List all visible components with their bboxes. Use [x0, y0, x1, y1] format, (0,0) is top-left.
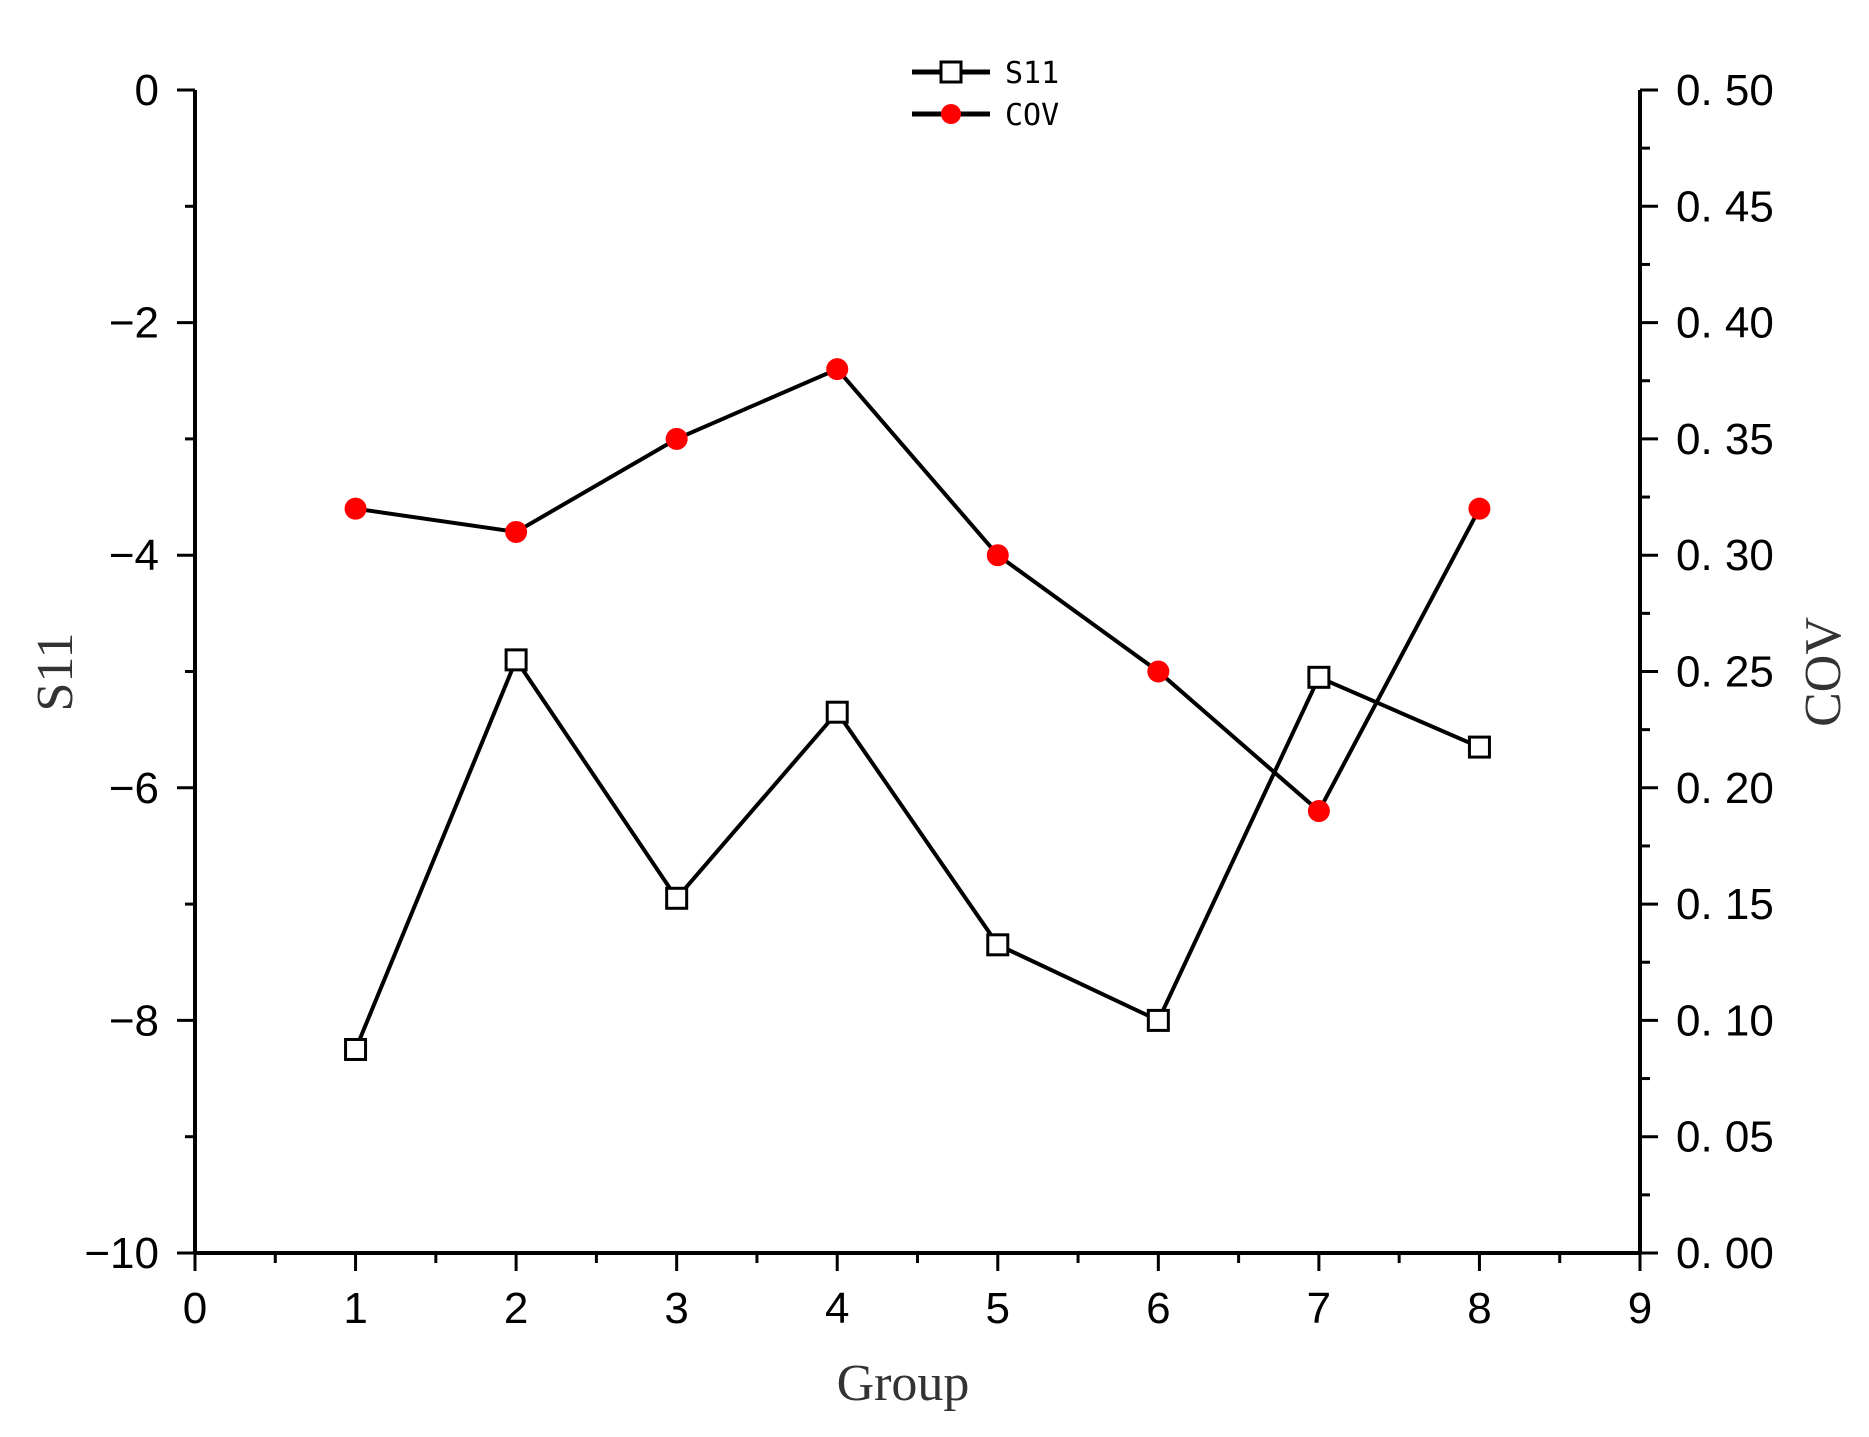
ticks: 0 1 2 3 4 5 6 7 8 9 0 −2 −4 −6 −8 −10 0. 50 0. 45 0. 40 0. …	[84, 66, 1774, 1333]
data-point-s11	[1307, 665, 1331, 689]
y2-axis-title: COV	[1795, 617, 1852, 727]
x-tick-label: 1	[343, 1284, 367, 1333]
y-tick-label: −2	[109, 299, 159, 348]
x-tick-label: 5	[986, 1284, 1010, 1333]
data-point-s11	[825, 700, 849, 724]
y2-tick-label: 0. 20	[1676, 764, 1774, 813]
x-tick-label: 3	[664, 1284, 688, 1333]
data-point-cov	[1468, 497, 1491, 520]
data-point-cov	[1307, 800, 1330, 823]
y2-tick-label: 0. 15	[1676, 880, 1774, 929]
x-tick-label: 6	[1146, 1284, 1170, 1333]
data-point-s11	[504, 648, 528, 672]
legend-marker-cov	[941, 104, 961, 124]
legend-label-cov: COV	[1005, 98, 1059, 133]
x-axis-title: Group	[837, 1355, 970, 1412]
y-tick-label: −6	[109, 764, 159, 813]
data-point-s11	[344, 1037, 368, 1061]
series-line-cov	[355, 366, 1482, 815]
y2-tick-label: 0. 10	[1676, 996, 1774, 1045]
x-tick-label: 7	[1307, 1284, 1331, 1333]
y2-tick-label: 0. 30	[1676, 531, 1774, 580]
y-tick-label: −10	[84, 1229, 159, 1278]
data-point-cov	[826, 358, 849, 381]
x-tick-label: 4	[825, 1284, 849, 1333]
data-point-cov	[505, 520, 528, 543]
y2-tick-label: 0. 00	[1676, 1229, 1774, 1278]
x-tick-label: 8	[1467, 1284, 1491, 1333]
series	[344, 358, 1491, 1061]
legend-item-cov: COV	[912, 98, 1059, 133]
y2-tick-label: 0. 40	[1676, 299, 1774, 348]
x-tick-label: 2	[504, 1284, 528, 1333]
legend-item-s11: S11	[912, 56, 1059, 91]
y-axis-title: S11	[27, 633, 84, 712]
y2-tick-label: 0. 25	[1676, 648, 1774, 697]
y2-tick-label: 0. 50	[1676, 66, 1774, 115]
axes	[193, 90, 1642, 1255]
y-tick-label: 0	[135, 66, 159, 115]
data-point-s11	[1146, 1008, 1170, 1032]
y2-tick-label: 0. 05	[1676, 1113, 1774, 1162]
x-tick-label: 0	[183, 1284, 207, 1333]
legend-marker-s11	[939, 60, 963, 84]
data-point-cov	[665, 427, 688, 450]
series-line-s11	[353, 655, 1481, 1051]
data-point-s11	[665, 886, 689, 910]
y2-tick-label: 0. 35	[1676, 415, 1774, 464]
y2-tick-label: 0. 45	[1676, 182, 1774, 231]
data-point-cov	[344, 497, 367, 520]
data-point-s11	[1467, 735, 1491, 759]
data-point-s11	[986, 933, 1010, 957]
y-tick-label: −4	[109, 531, 159, 580]
x-tick-label: 9	[1628, 1284, 1652, 1333]
y-tick-label: −8	[109, 996, 159, 1045]
data-point-cov	[986, 544, 1009, 567]
data-point-cov	[1147, 660, 1170, 683]
legend: S11 COV	[912, 56, 1059, 133]
legend-label-s11: S11	[1005, 56, 1059, 91]
